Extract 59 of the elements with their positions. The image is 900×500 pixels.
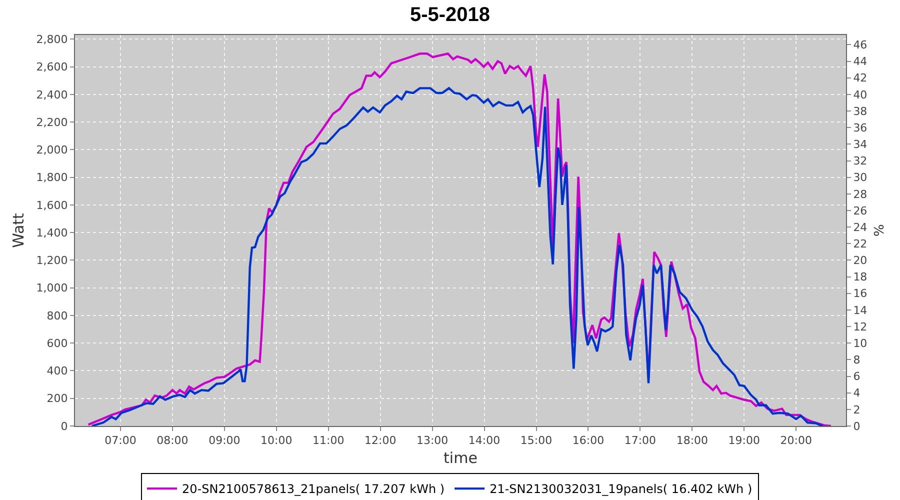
y-tick-label: 1,000 bbox=[36, 282, 68, 295]
x-tick-label: 13:00 bbox=[416, 434, 448, 448]
x-tick-label: 12:00 bbox=[364, 434, 396, 448]
y-tick-label: 0 bbox=[60, 420, 68, 433]
x-tick-label: 14:00 bbox=[468, 434, 500, 448]
x-tick-label: 11:00 bbox=[312, 434, 344, 448]
y-tick-label: 2,400 bbox=[36, 88, 68, 102]
y2-tick-label: 8 bbox=[853, 354, 860, 367]
y2-tick-label: 36 bbox=[853, 121, 868, 134]
y-tick-label: 2,000 bbox=[36, 144, 68, 157]
x-tick-label: 18:00 bbox=[676, 434, 708, 448]
y2-tick-label: 10 bbox=[853, 336, 868, 350]
y-tick-label: 200 bbox=[46, 392, 68, 406]
y-tick-label: 400 bbox=[46, 364, 68, 378]
y2-axis-title: % bbox=[872, 224, 888, 236]
y2-tick-label: 14 bbox=[853, 304, 868, 317]
y2-tick-label: 26 bbox=[853, 204, 868, 218]
y2-tick-label: 6 bbox=[853, 370, 860, 384]
y2-tick-label: 2 bbox=[853, 403, 860, 416]
y2-tick-label: 46 bbox=[853, 38, 868, 52]
legend-label: 21-SN2130032031_19panels( 16.402 kWh ) bbox=[490, 482, 752, 496]
chart-title: 5-5-2018 bbox=[410, 4, 490, 26]
y2-tick-label: 4 bbox=[853, 386, 860, 400]
y-tick-label: 800 bbox=[46, 309, 68, 322]
y2-tick-label: 44 bbox=[853, 55, 868, 68]
y-tick-label: 1,400 bbox=[36, 226, 68, 240]
x-tick-label: 16:00 bbox=[572, 434, 604, 448]
x-tick-label: 09:00 bbox=[208, 434, 240, 448]
y2-tick-label: 40 bbox=[853, 88, 868, 102]
y2-tick-label: 24 bbox=[853, 220, 868, 234]
x-tick-label: 07:00 bbox=[104, 434, 136, 448]
y-tick-label: 600 bbox=[46, 336, 68, 350]
y2-tick-label: 16 bbox=[853, 287, 868, 300]
y2-tick-label: 22 bbox=[853, 237, 868, 250]
x-tick-label: 20:00 bbox=[780, 434, 812, 448]
x-tick-label: 19:00 bbox=[728, 434, 760, 448]
y2-tick-label: 38 bbox=[853, 104, 868, 118]
y2-tick-label: 0 bbox=[853, 420, 860, 433]
y-tick-label: 1,600 bbox=[36, 198, 68, 212]
y2-tick-label: 28 bbox=[853, 188, 868, 201]
x-tick-label: 08:00 bbox=[156, 434, 188, 448]
y2-tick-label: 12 bbox=[853, 320, 868, 334]
y-tick-label: 2,200 bbox=[36, 116, 68, 129]
y-tick-label: 1,800 bbox=[36, 171, 68, 184]
y-tick-label: 2,800 bbox=[36, 32, 68, 46]
y2-tick-label: 20 bbox=[853, 254, 868, 268]
x-tick-label: 10:00 bbox=[260, 434, 292, 448]
x-axis-title: time bbox=[444, 449, 478, 468]
y2-tick-label: 34 bbox=[853, 138, 868, 152]
y2-tick-label: 18 bbox=[853, 270, 868, 284]
legend-label: 20-SN2100578613_21panels( 17.207 kWh ) bbox=[182, 482, 445, 496]
y2-tick-label: 32 bbox=[853, 154, 868, 168]
x-tick-label: 17:00 bbox=[624, 434, 656, 448]
x-tick-label: 15:00 bbox=[520, 434, 552, 448]
y-tick-label: 2,600 bbox=[36, 60, 68, 74]
y2-tick-label: 42 bbox=[853, 72, 868, 85]
y-tick-label: 1,200 bbox=[36, 254, 68, 268]
y-axis-title: Watt bbox=[10, 212, 28, 248]
y2-tick-label: 30 bbox=[853, 171, 868, 184]
